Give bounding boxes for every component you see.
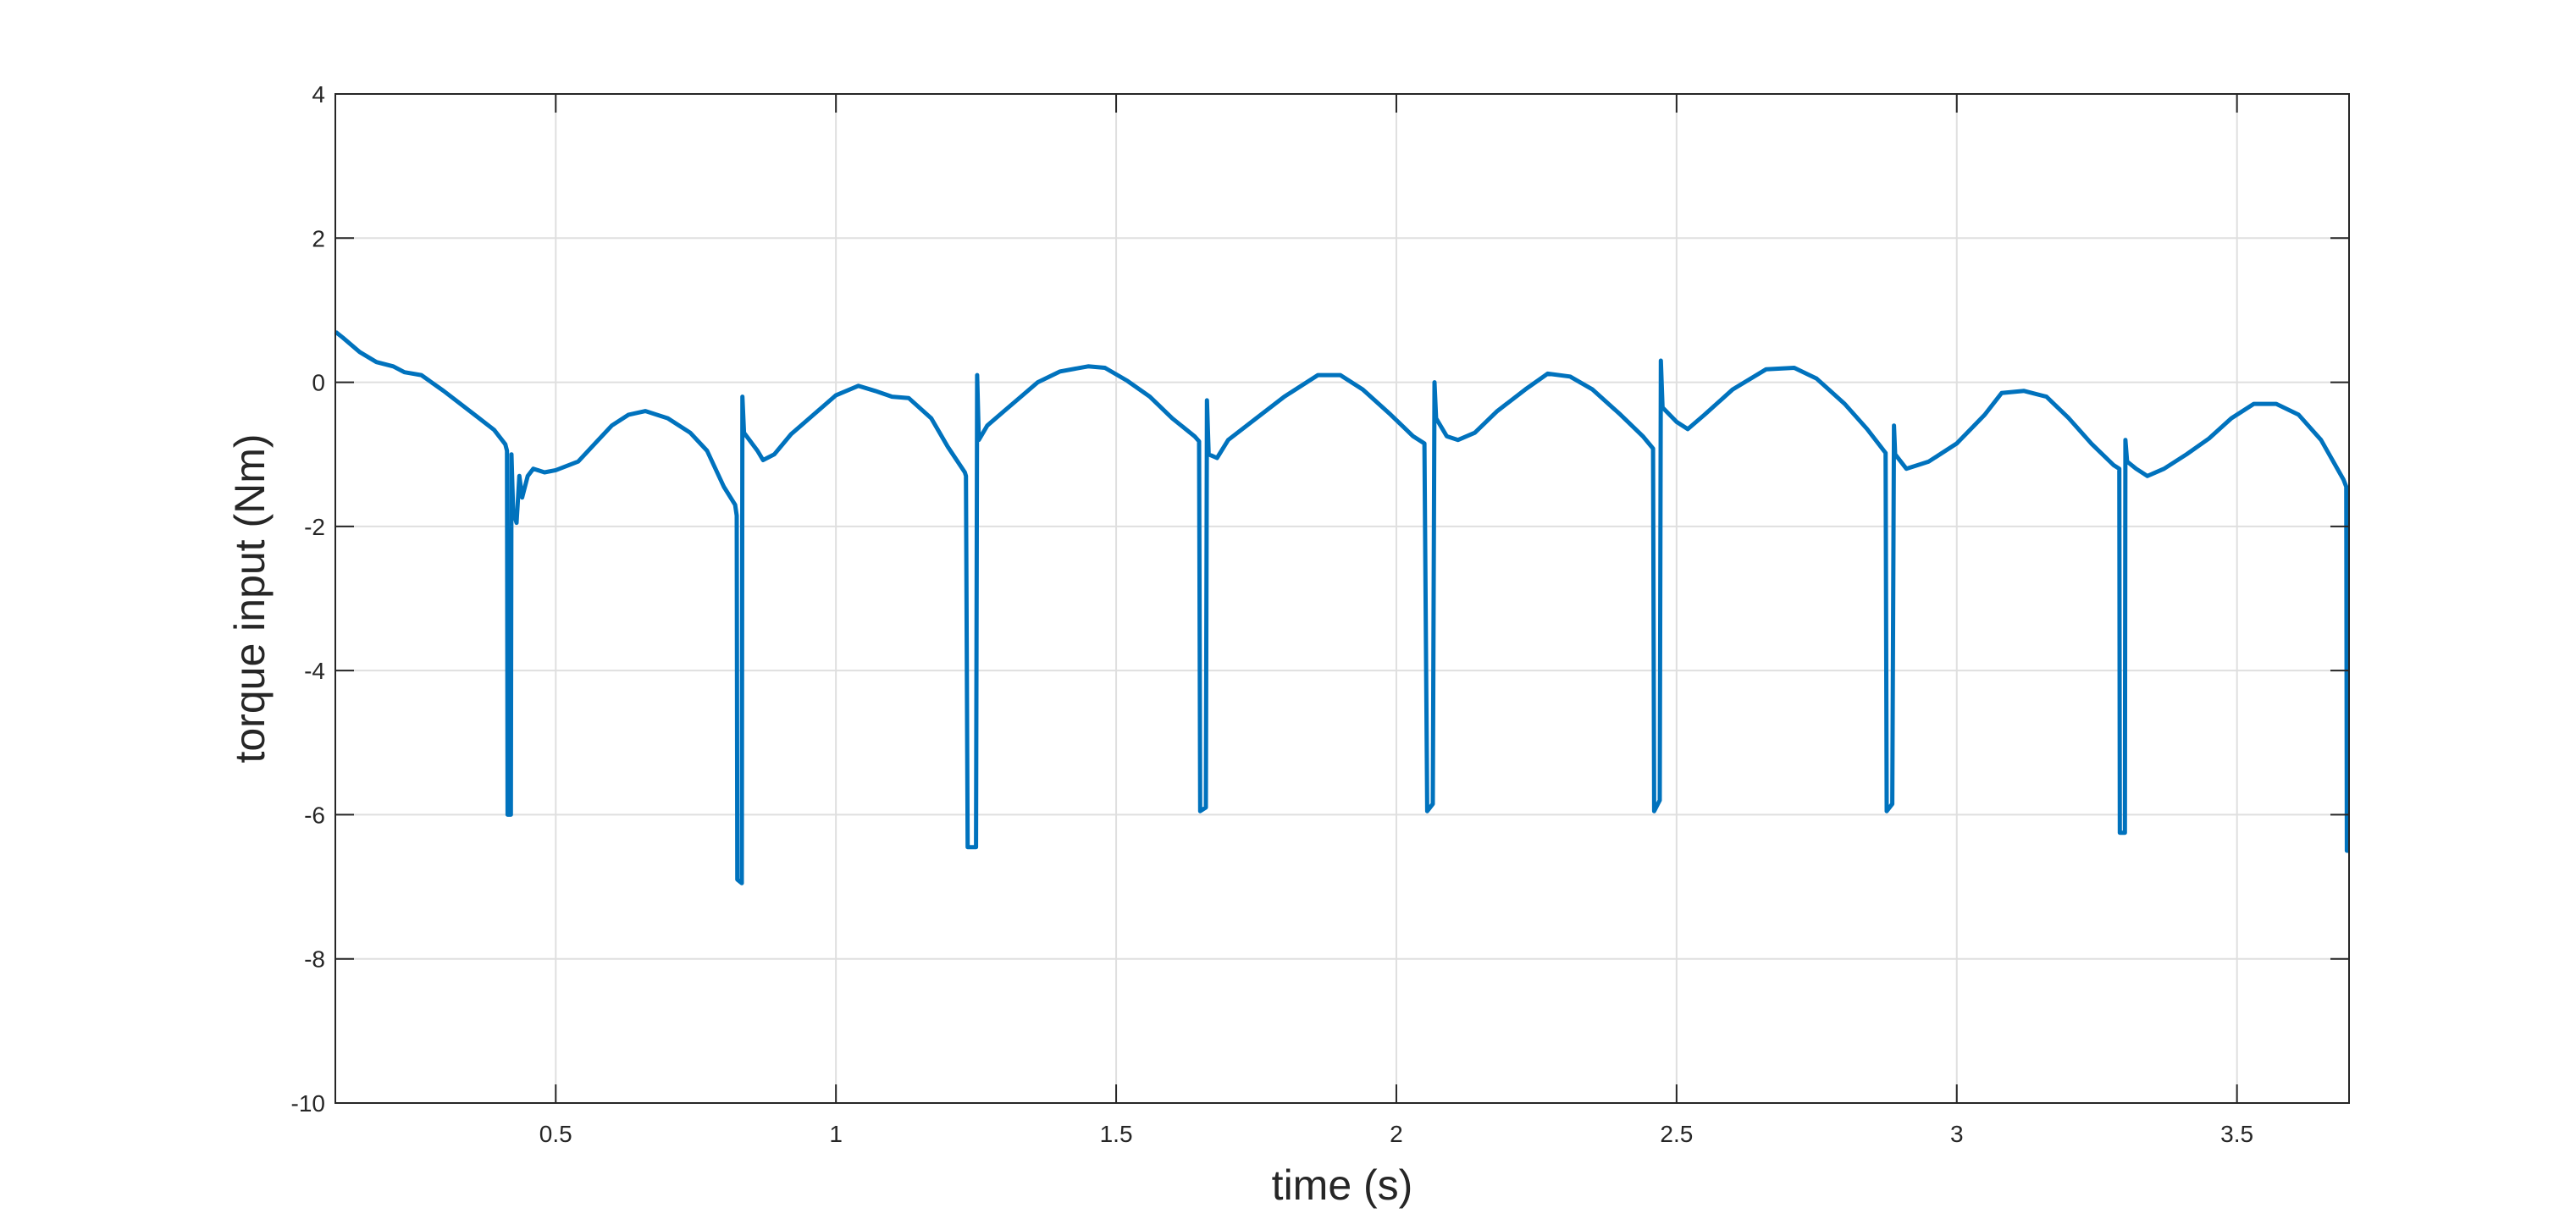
y-tick-label: -4 <box>304 658 325 684</box>
y-axis-label: torque input (Nm) <box>226 433 274 763</box>
plot-frame <box>334 93 2350 1104</box>
x-tick-label: 3 <box>1950 1121 1964 1147</box>
y-tick-label: -6 <box>304 802 325 828</box>
y-tick-label: 0 <box>312 370 325 396</box>
y-tick-label: -8 <box>304 946 325 973</box>
x-tick-label: 2.5 <box>1660 1121 1693 1147</box>
x-tick-label: 0.5 <box>539 1121 572 1147</box>
tick-layer: 0.5 1 1.5 2 2.5 3 3.5 -10 -8 -6 -4 -2 0 2 4 <box>291 81 2349 1147</box>
series-layer <box>334 330 2349 885</box>
plot-background <box>335 94 2349 1103</box>
grid-layer <box>335 93 2349 1104</box>
x-axis-label: time (s) <box>1272 1161 1413 1209</box>
x-tick-label: 1.5 <box>1100 1121 1133 1147</box>
x-tick-label: 1 <box>829 1121 843 1147</box>
x-tick-label: 3.5 <box>2220 1121 2253 1147</box>
y-tick-label: -10 <box>291 1090 325 1117</box>
y-tick-label: -2 <box>304 514 325 540</box>
y-tick-label: 2 <box>312 225 325 251</box>
x-tick-label: 2 <box>1390 1121 1403 1147</box>
y-tick-label: 4 <box>312 81 325 108</box>
series-line <box>334 330 2349 885</box>
